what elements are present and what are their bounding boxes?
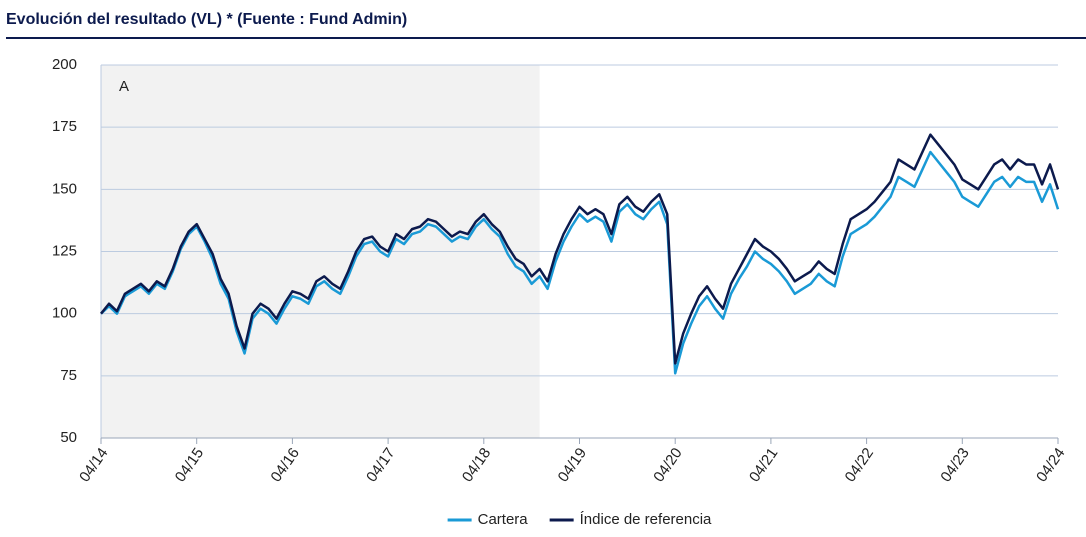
y-tick-label: 75 xyxy=(60,367,77,384)
y-tick-label: 125 xyxy=(52,242,77,259)
x-tick-label: 04/14 xyxy=(76,445,111,486)
x-tick-label: 04/21 xyxy=(746,445,781,486)
period-label: A xyxy=(119,78,129,95)
y-tick-label: 200 xyxy=(52,56,77,73)
legend: Cartera Índice de referencia xyxy=(447,511,712,528)
legend-label: Índice de referencia xyxy=(580,511,712,528)
legend-label: Cartera xyxy=(478,511,529,528)
x-tick-label: 04/20 xyxy=(650,445,685,486)
y-tick-label: 175 xyxy=(52,118,77,135)
chart-title: Evolución del resultado (VL) * (Fuente :… xyxy=(6,11,407,28)
x-tick-label: 04/22 xyxy=(842,445,877,486)
line-series xyxy=(100,133,1060,365)
x-tick-label: 04/18 xyxy=(459,445,494,486)
x-tick-label: 04/23 xyxy=(937,445,972,486)
y-tick-label: 100 xyxy=(52,305,77,322)
y-tick-label: 50 xyxy=(60,429,77,446)
x-tick-label: 04/24 xyxy=(1033,445,1068,486)
x-tick-label: 04/16 xyxy=(267,445,302,486)
x-tick-label: 04/15 xyxy=(172,445,207,486)
line-series xyxy=(100,150,1060,375)
y-tick-label: 150 xyxy=(52,180,77,197)
x-tick-label: 04/17 xyxy=(363,445,398,486)
x-tick-label: 04/19 xyxy=(555,445,590,486)
